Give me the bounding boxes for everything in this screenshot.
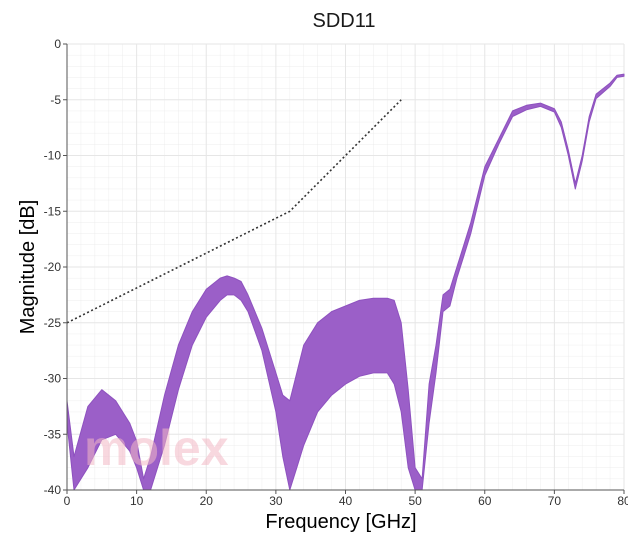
- x-axis-label: Frequency [GHz]: [265, 511, 416, 533]
- x-tick-label: 70: [548, 494, 562, 508]
- grid: [66, 43, 625, 491]
- y-tick-label: -5: [50, 93, 61, 107]
- x-tick-label: 20: [200, 494, 214, 508]
- x-tick-label: 50: [408, 494, 422, 508]
- x-ticks: 0 10 20 30 40 50 60 70 80: [64, 490, 628, 508]
- x-tick-label: 0: [64, 494, 71, 508]
- x-tick-label: 60: [478, 494, 492, 508]
- sdd11-band-area: [66, 73, 625, 491]
- limit-line-group: [66, 99, 402, 324]
- x-tick-label: 30: [269, 494, 283, 508]
- y-tick-label: 0: [54, 37, 61, 51]
- x-tick-label: 40: [339, 494, 353, 508]
- y-tick-label: -35: [44, 427, 62, 441]
- x-tick-label: 10: [130, 494, 144, 508]
- y-ticks: 0 -5 -10 -15 -20 -25 -30 -35 -40: [44, 37, 67, 497]
- x-tick-label: 80: [617, 494, 628, 508]
- watermark-text: molex: [84, 420, 229, 476]
- y-tick-label: -30: [44, 372, 62, 386]
- y-tick-label: -40: [44, 483, 62, 497]
- y-tick-label: -20: [44, 260, 62, 274]
- y-tick-label: -10: [44, 149, 62, 163]
- y-tick-label: -15: [44, 204, 62, 218]
- sdd11-band: [66, 73, 625, 491]
- chart-title: SDD11: [313, 10, 376, 32]
- watermark-group: molex: [84, 420, 229, 476]
- limit-line: [66, 99, 402, 324]
- y-tick-label: -25: [44, 316, 62, 330]
- y-axis-label: Magnitude [dB]: [17, 200, 39, 335]
